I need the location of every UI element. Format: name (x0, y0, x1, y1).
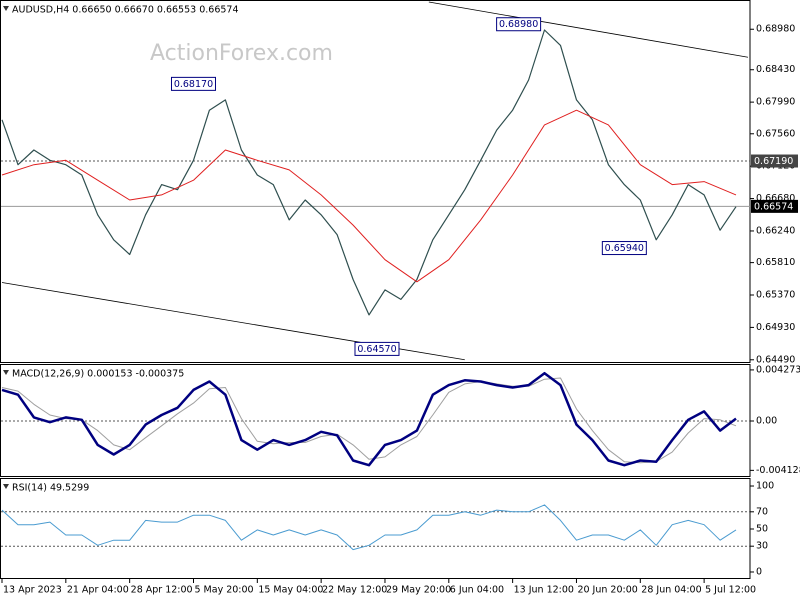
x-tick-label: 13 Apr 2023 (3, 585, 62, 596)
y-tick-label: 0.66680 (756, 193, 795, 204)
x-tick-label: 13 Jun 12:00 (514, 585, 574, 596)
y-tick-label: 0.65370 (756, 290, 795, 301)
x-tick-label: 28 Apr 12:00 (131, 585, 193, 596)
y-tick-label: 0.65810 (756, 257, 795, 268)
pane-frame (0, 478, 751, 579)
annotation-box (601, 241, 647, 256)
x-tick-label: 28 Jun 04:00 (641, 585, 701, 596)
level-label-box (751, 199, 798, 213)
x-tick-label: 29 May 20:00 (386, 585, 451, 596)
watermark: ActionForex.com (150, 41, 333, 66)
y-tick-label: 0.68980 (756, 24, 795, 35)
annotation-box (170, 76, 216, 91)
series-line (1, 29, 737, 316)
y-tick-label: 50 (756, 524, 768, 535)
annotation-box (354, 341, 400, 356)
y-tick-label: 0.004273 (756, 364, 800, 375)
y-tick-label: 0.68430 (756, 64, 795, 75)
level-label-box (751, 154, 798, 168)
y-tick-label: 0.64490 (756, 354, 795, 365)
annotation-label: 0.68170 (174, 79, 213, 90)
trend-line (428, 1, 749, 58)
title-icon (3, 484, 9, 489)
x-tick-label: 15 May 04:00 (258, 585, 323, 596)
x-tick-label: 20 Jun 20:00 (577, 585, 637, 596)
x-tick-label: 22 May 12:00 (322, 585, 387, 596)
y-tick-label: -0.004128 (756, 465, 800, 476)
y-tick-label: 0 (756, 566, 762, 577)
series-line (1, 109, 737, 283)
series-line (1, 371, 737, 467)
x-tick-label: 5 May 20:00 (194, 585, 253, 596)
pane-title: MACD(12,26,9) 0.000153 -0.000375 (12, 369, 184, 380)
title-icon (3, 370, 9, 375)
y-tick-label: 30 (756, 541, 768, 552)
y-tick-label: 70 (756, 506, 768, 517)
x-tick-label: 5 Jul 12:00 (705, 585, 756, 596)
annotation-box (496, 17, 542, 32)
title-icon (3, 6, 9, 11)
y-tick-label: 0.00 (756, 416, 777, 427)
annotation-label: 0.65940 (605, 243, 644, 254)
pane-frame (0, 0, 751, 363)
y-tick-label: 0.67560 (756, 128, 795, 139)
x-tick-label: 6 Jun 04:00 (450, 585, 504, 596)
pane-title: RSI(14) 49.5299 (12, 483, 89, 494)
x-tick-label: 21 Apr 04:00 (67, 585, 129, 596)
y-tick-label: 100 (756, 481, 774, 492)
series-line (1, 504, 737, 551)
level-label: 0.67190 (754, 156, 793, 167)
pane-title: AUDUSD,H4 0.66650 0.66670 0.66553 0.6657… (12, 5, 239, 16)
annotation-label: 0.64570 (357, 344, 396, 355)
level-label: 0.66574 (754, 201, 793, 212)
y-tick-label: 0.64930 (756, 322, 795, 333)
annotation-label: 0.68980 (499, 19, 538, 30)
y-tick-label: 0.66240 (756, 225, 795, 236)
y-tick-label: 0.67990 (756, 97, 795, 108)
